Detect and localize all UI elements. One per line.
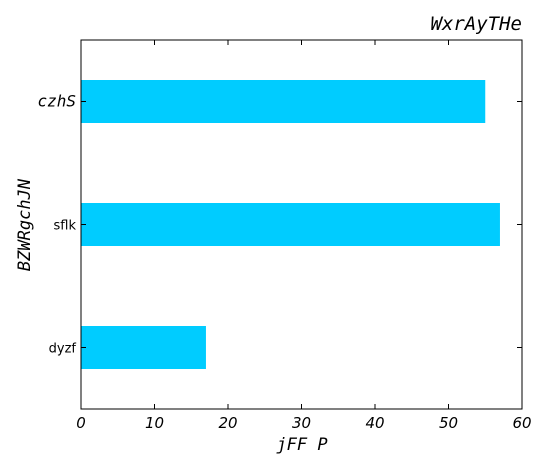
x-tick-label-20: 20 (218, 414, 237, 432)
x-tick-label-60: 60 (512, 414, 531, 432)
bar-sflk (81, 203, 500, 246)
x-tick-label-40: 40 (365, 414, 384, 432)
y-tick-label-czhS: czhS (37, 92, 76, 111)
y-tick-label-dyzf: dyzf (49, 342, 77, 357)
chart-title: WxrAyTHe (430, 13, 522, 35)
y-axis-label: BZWRgchJN (15, 178, 35, 271)
bar-dyzf (81, 326, 206, 369)
x-tick-label-50: 50 (439, 414, 458, 432)
bar-czhS (81, 80, 486, 123)
x-tick-label-10: 10 (145, 414, 164, 432)
x-tick-label-0: 0 (76, 414, 86, 432)
plot-area: 0 10 20 30 40 50 60 czhS sflk dyzf (37, 39, 532, 432)
x-axis-label: jFF P (276, 435, 327, 455)
x-tick-label-30: 30 (292, 414, 311, 432)
y-tick-label-sflk: sflk (54, 219, 77, 234)
